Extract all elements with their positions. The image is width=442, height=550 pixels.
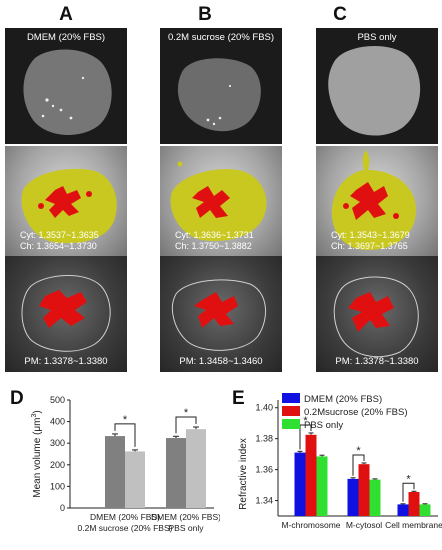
condition-label: PBS only: [357, 32, 397, 43]
condition-label: DMEM (20% FBS): [26, 32, 106, 43]
y-axis-label-part: μm: [32, 418, 43, 432]
column-label-b: B: [198, 4, 212, 25]
condition-label: 0.2M sucrose (20% FBS): [167, 32, 275, 43]
y-axis-label-part: ): [32, 410, 43, 413]
phase-image-sucrose: 0.2M sucrose (20% FBS): [160, 28, 282, 144]
significance-marker: *: [406, 473, 411, 485]
bar: [305, 434, 317, 516]
x-category-label: M-chromosome: [281, 520, 340, 530]
significance-marker: *: [184, 407, 189, 419]
pm-ri: PM: 1.3458~1.3460: [179, 356, 263, 367]
y-axis-label: Mean volume (μm3): [31, 410, 43, 497]
significance-marker: *: [123, 414, 128, 426]
pm-ri: PM: 1.3378~1.3380: [24, 356, 108, 367]
y-tick-label: 0: [60, 503, 65, 513]
x-category-label: Cell membrane: [385, 520, 442, 530]
cell-shape: [328, 45, 421, 136]
cell-ri-map: [21, 168, 117, 244]
bar: [397, 504, 409, 516]
bar: [347, 478, 359, 516]
panel-letter-d: D: [10, 388, 24, 409]
legend-swatch: [282, 393, 300, 403]
y-tick-label: 1.36: [255, 465, 273, 475]
significance-marker: *: [303, 415, 308, 427]
bar: [408, 492, 420, 516]
bar: [166, 438, 186, 508]
ri-values: Cyt: 1.3543~1.3679 Ch: 1.3697~1.3765: [331, 230, 410, 252]
cytosol-ri: Cyt: 1.3636~1.3731: [175, 230, 254, 240]
pm-map-pbs: PM: 1.3378~1.3380: [316, 256, 438, 372]
chromosome-ri: Ch: 1.3750~1.3882: [175, 241, 252, 251]
x-group-label: 0.2M sucrose (20% FBS): [78, 523, 173, 533]
significance-bracket: [175, 416, 197, 434]
bar: [358, 464, 370, 516]
bar: [105, 436, 125, 508]
legend-label: 0.2Msucrose (20% FBS): [304, 407, 407, 418]
cytosol-ri: Cyt: 1.3537~1.3635: [20, 230, 99, 240]
cell-shape: [23, 49, 112, 135]
chromosome-ri: Ch: 1.3654~1.3730: [20, 241, 97, 251]
cytosol-ri: Cyt: 1.3543~1.3679: [331, 230, 410, 240]
pm-ri: PM: 1.3378~1.3380: [335, 356, 419, 367]
significance-bracket: [299, 424, 312, 450]
panel-letter-e: E: [232, 388, 245, 409]
y-tick-label: 1.40: [255, 403, 273, 413]
legend-swatch: [282, 419, 300, 429]
significance-bracket: [402, 482, 415, 502]
significance-bracket: [352, 454, 365, 476]
ri-values: Cyt: 1.3636~1.3731 Ch: 1.3750~1.3882: [175, 230, 254, 252]
bar: [369, 479, 381, 516]
legend-label: DMEM (20% FBS): [304, 394, 382, 405]
y-tick-label: 1.38: [255, 434, 273, 444]
ri-map-dmem: Cyt: 1.3537~1.3635 Ch: 1.3654~1.3730: [5, 146, 127, 262]
y-tick-label: 400: [50, 417, 65, 427]
mean-volume-chart: 0 100 200 300 400 500 Mean volume (μm3) * DMEM (…: [31, 395, 220, 533]
cell-pm-map: [21, 275, 111, 352]
x-group-label: DMEM (20% FBS): [151, 512, 220, 522]
significance-bracket: [114, 423, 136, 447]
legend-swatch: [282, 406, 300, 416]
significance-marker: *: [356, 445, 361, 457]
column-label-a: A: [59, 4, 73, 25]
phase-image-pbs: PBS only: [316, 28, 438, 144]
refractive-index-chart: 1.34 1.36 1.38 1.40 Refractive index * M-chrom…: [238, 393, 442, 530]
bar: [316, 456, 328, 516]
pm-map-sucrose: PM: 1.3458~1.3460: [160, 256, 282, 372]
y-tick-label: 500: [50, 395, 65, 405]
cell-shape: [177, 58, 261, 132]
cell-pm-map: [172, 279, 267, 351]
x-group-label: DMEM (20% FBS): [90, 512, 160, 522]
pm-map-dmem: PM: 1.3378~1.3380: [5, 256, 127, 372]
y-axis-label-part: Mean volume (: [32, 431, 43, 498]
cell-pm-map: [333, 276, 419, 358]
ri-values: Cyt: 1.3537~1.3635 Ch: 1.3654~1.3730: [20, 230, 99, 252]
y-tick-label: 100: [50, 481, 65, 491]
legend-label: PBS only: [304, 420, 343, 431]
y-tick-label: 1.34: [255, 496, 273, 506]
chromosome-ri: Ch: 1.3697~1.3765: [331, 241, 408, 251]
cell-ri-map: [170, 161, 267, 241]
x-category-label: M-cytosol: [346, 520, 382, 530]
column-label-c: C: [333, 4, 347, 25]
y-tick-label: 200: [50, 460, 65, 470]
ri-map-pbs: Cyt: 1.3543~1.3679 Ch: 1.3697~1.3765: [316, 146, 438, 262]
bar: [419, 504, 431, 516]
bar: [186, 429, 206, 508]
bar: [125, 451, 145, 508]
y-tick-label: 300: [50, 438, 65, 448]
x-group-label: PBS only: [169, 523, 205, 533]
y-axis-label-exponent: 3: [31, 414, 38, 418]
cell-ri-map: [331, 150, 416, 250]
bar: [294, 452, 306, 516]
y-axis-label: Refractive index: [238, 438, 249, 510]
ri-map-sucrose: Cyt: 1.3636~1.3731 Ch: 1.3750~1.3882: [160, 146, 282, 262]
phase-image-dmem: DMEM (20% FBS): [5, 28, 127, 144]
